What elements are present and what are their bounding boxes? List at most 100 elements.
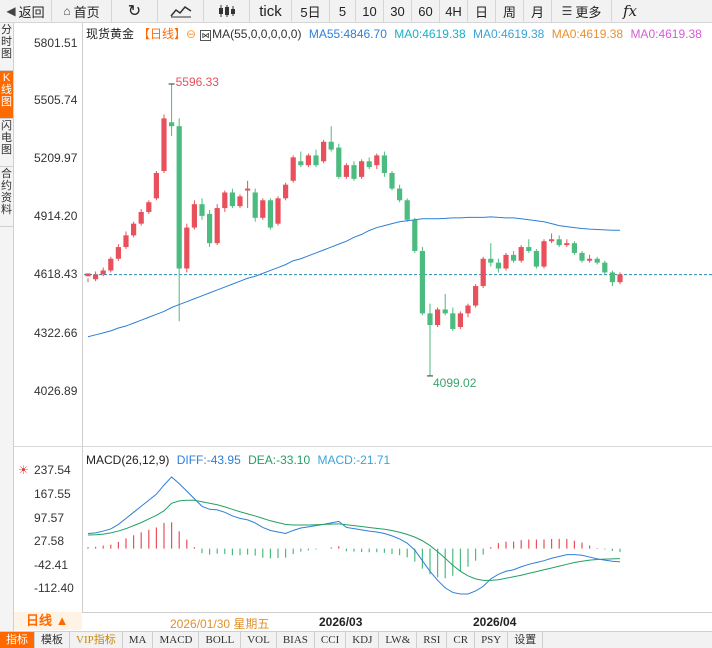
diff-line <box>87 476 621 595</box>
candle-body <box>579 252 585 261</box>
ma0-value-4: MA0:4619.38 <box>630 27 702 41</box>
candle-body <box>495 262 501 269</box>
side-tab-kline[interactable]: K线图 <box>0 71 13 119</box>
candlestick-icon[interactable] <box>204 0 250 22</box>
formula-button[interactable]: fx <box>622 2 637 20</box>
candle-body <box>427 313 433 326</box>
tab-vol[interactable]: VOL <box>241 632 277 648</box>
back-button[interactable]: ◀ 返回 <box>0 0 52 22</box>
period-5min[interactable]: 5 <box>330 0 356 22</box>
candle-body <box>191 204 197 228</box>
macd-diff: DIFF:-43.95 <box>176 453 241 467</box>
ma0-value-1: MA0:4619.38 <box>394 27 466 41</box>
macd-tick: -112.40 <box>34 581 74 595</box>
candle-body <box>153 172 159 199</box>
candle-body <box>533 250 539 267</box>
candle-body <box>465 305 471 314</box>
period-label: 【日线】 <box>138 27 187 41</box>
side-tab-contract[interactable]: 合约资料 <box>0 167 13 227</box>
period-30min[interactable]: 30 <box>384 0 412 22</box>
candle-body <box>404 200 410 220</box>
candle-body <box>526 247 532 251</box>
candle-body <box>397 188 403 201</box>
candle-body <box>260 200 266 218</box>
candle-body <box>480 258 486 287</box>
candle-body <box>412 219 418 251</box>
candle-body <box>587 258 593 261</box>
macd-dea: DEA:-33.10 <box>248 453 311 467</box>
tab-bias[interactable]: BIAS <box>277 632 315 648</box>
candle-body <box>374 155 380 166</box>
macd-title: MACD(26,12,9) <box>86 453 170 467</box>
tab-boll[interactable]: BOLL <box>199 632 242 648</box>
period-4h[interactable]: 4H <box>440 0 468 22</box>
price-tick: 4914.20 <box>34 209 78 223</box>
candle-body <box>214 208 220 244</box>
candle-body <box>199 204 205 216</box>
tab-lw[interactable]: LW& <box>379 632 418 648</box>
line-chart-icon[interactable] <box>158 0 204 22</box>
candle-body <box>594 258 600 263</box>
candle-body <box>313 155 319 166</box>
tab-cci[interactable]: CCI <box>315 632 347 648</box>
period-month[interactable]: 月 <box>524 0 552 22</box>
refresh-icon[interactable]: ↻ <box>112 0 158 22</box>
price-tick: 5209.97 <box>34 151 78 165</box>
candle-body <box>207 213 213 244</box>
period-tick[interactable]: tick <box>250 0 292 22</box>
candle-body <box>252 192 258 218</box>
period-day[interactable]: 日 <box>468 0 496 22</box>
tab-psy[interactable]: PSY <box>475 632 509 648</box>
candle-body <box>617 274 623 283</box>
candle-body <box>564 243 570 246</box>
candle-body <box>381 155 387 173</box>
candle-body <box>549 239 555 242</box>
indicator-icon[interactable]: ⋈ <box>200 30 212 41</box>
candle-body <box>115 247 121 259</box>
price-axis: 5801.51 5505.74 5209.97 4914.20 4618.43 … <box>14 23 83 613</box>
candle-body <box>503 254 509 269</box>
candle-body <box>473 286 479 306</box>
home-button[interactable]: ⌂ 首页 <box>52 0 112 22</box>
candle-body <box>328 141 334 150</box>
tab-cr[interactable]: CR <box>447 632 476 648</box>
candle-body <box>267 200 273 228</box>
side-tab-flash[interactable]: 闪电图 <box>0 119 13 167</box>
candle-body <box>556 239 562 246</box>
candle-body <box>336 147 342 177</box>
candle-body <box>511 254 517 261</box>
tab-vip-indicators[interactable]: VIP指标 <box>70 632 123 648</box>
home-icon: ⌂ <box>63 4 71 18</box>
tab-templates[interactable]: 模板 <box>35 632 70 648</box>
period-60min[interactable]: 60 <box>412 0 440 22</box>
tab-ma[interactable]: MA <box>123 632 154 648</box>
tab-indicators[interactable]: 指标 <box>0 632 35 648</box>
top-toolbar: ◀ 返回 ⌂ 首页 ↻ tick 5日 5 10 30 60 4H 日 周 月 ☰ 更… <box>0 0 712 23</box>
macd-settings-icon[interactable]: ☀ <box>18 463 29 477</box>
tab-settings[interactable]: 设置 <box>508 632 544 648</box>
candle-body <box>123 235 129 248</box>
more-button[interactable]: ☰ 更多 <box>552 0 612 22</box>
price-tick: 4322.66 <box>34 326 78 340</box>
candle-body <box>176 126 182 269</box>
period-10min[interactable]: 10 <box>356 0 384 22</box>
candle-body <box>222 192 228 209</box>
tab-macd[interactable]: MACD <box>153 632 200 648</box>
candle-body <box>283 184 289 199</box>
side-tab-timeshare[interactable]: 分时图 <box>0 23 13 71</box>
period-week[interactable]: 周 <box>496 0 524 22</box>
candle-body <box>138 211 144 224</box>
period-selector[interactable]: 日线 ▲ <box>14 612 82 630</box>
date-label-crosshair: 2026/01/30 星期五 <box>170 617 270 631</box>
period-5day[interactable]: 5日 <box>292 0 330 22</box>
candle-body <box>541 241 547 267</box>
tab-rsi[interactable]: RSI <box>417 632 448 648</box>
candle-body <box>108 258 114 271</box>
candle-body <box>435 309 441 326</box>
candle-body <box>366 161 372 168</box>
tab-kdj[interactable]: KDJ <box>346 632 380 648</box>
settings-small-icon[interactable]: ⊖ <box>186 27 197 41</box>
candle-body <box>161 118 167 172</box>
ma0-value-2: MA0:4619.38 <box>472 27 545 41</box>
